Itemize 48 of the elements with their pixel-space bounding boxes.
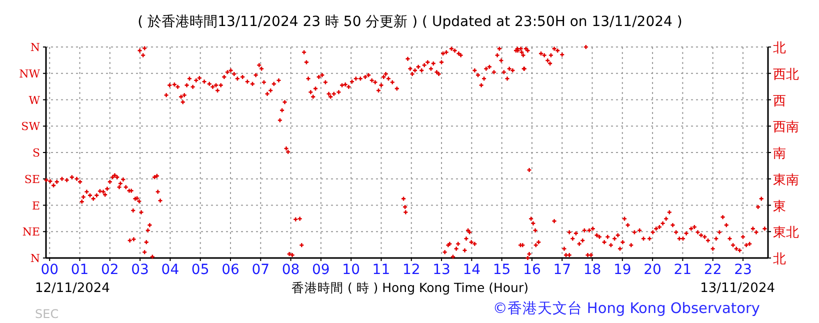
x-tick-label: 12 (402, 262, 420, 278)
category-label: 東北 (773, 226, 799, 241)
x-tick-label: 14 (462, 262, 481, 278)
category-label: SE (24, 172, 40, 186)
x-tick-label: 06 (222, 262, 240, 278)
x-tick-label: 03 (131, 262, 149, 278)
category-label: 東南 (773, 172, 799, 188)
text: 13/11/2024 (700, 281, 775, 296)
category-label: SW (21, 120, 40, 134)
x-tick-label: 18 (583, 262, 602, 278)
x-tick-label: 05 (191, 262, 210, 278)
x-axis-title: 香港時間 ( 時 ) Hong Kong Time (Hour) (291, 280, 529, 295)
text: SEC (35, 307, 59, 321)
category-label: NE (22, 226, 40, 239)
x-tick-label: 16 (523, 262, 541, 278)
category-label: E (32, 199, 40, 212)
category-label: 北 (773, 252, 786, 267)
category-label: S (32, 146, 40, 160)
category-label: 東 (773, 199, 786, 214)
x-tick-label: 20 (644, 262, 662, 278)
text: ©香港天文台 Hong Kong Observatory (492, 300, 760, 317)
x-tick-label: 21 (674, 262, 692, 278)
x-tick-label: 08 (282, 262, 300, 278)
x-tick-label: 04 (161, 262, 180, 278)
x-tick-label: 07 (252, 262, 270, 278)
x-tick-label: 23 (734, 262, 752, 278)
text: 12/11/2024 (35, 281, 110, 296)
x-tick-label: 02 (100, 262, 119, 278)
x-tick-label: 15 (492, 262, 511, 278)
category-label: NW (19, 67, 40, 80)
x-tick-label: 01 (70, 262, 89, 278)
x-tick-label: 19 (613, 262, 632, 278)
category-label: 西 (773, 94, 786, 109)
category-label: 西南 (773, 120, 799, 136)
x-tick-label: 00 (40, 262, 59, 278)
category-label: N (30, 41, 40, 54)
category-label: W (28, 94, 40, 107)
x-tick-label: 10 (342, 262, 360, 278)
category-label: 北 (773, 41, 786, 56)
category-label: N (30, 252, 40, 265)
chart-title: ( 於香港時間13/11/2024 23 時 50 分更新 ) ( Updated at 23:50H on 13/11/2024 ) (138, 14, 682, 30)
x-tick-label: 22 (704, 262, 722, 278)
x-tick-label: 09 (312, 262, 330, 278)
x-tick-label: 17 (553, 262, 572, 278)
category-label: 西北 (773, 67, 799, 82)
x-tick-label: 13 (432, 262, 450, 278)
x-tick-label: 11 (372, 262, 390, 278)
category-label: 南 (773, 146, 786, 162)
